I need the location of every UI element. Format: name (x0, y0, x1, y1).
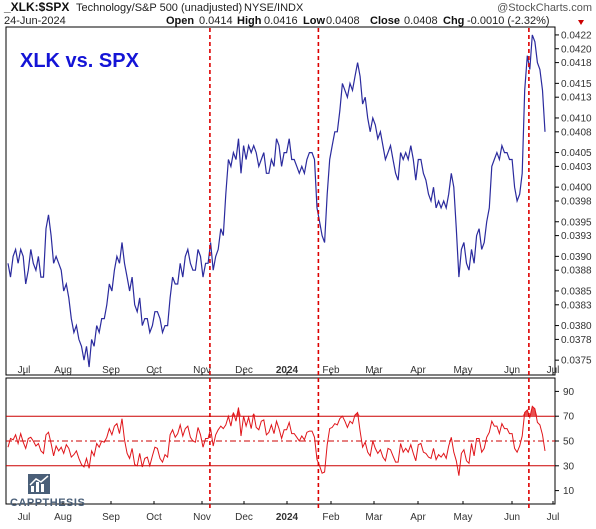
rsi-overbought-fill (230, 406, 538, 417)
price-x-tick-label: Nov (193, 365, 211, 376)
price-y-tick-label: 0.0378 (561, 335, 592, 346)
rsi-x-tick-label: 2024 (276, 512, 299, 523)
price-y-tick-label: 0.0418 (561, 58, 592, 69)
rsi-x-tick-label: Dec (235, 512, 253, 523)
close-value: 0.0408 (404, 15, 438, 27)
open-value: 0.0414 (199, 15, 233, 27)
price-y-tick-label: 0.0408 (561, 127, 592, 138)
price-x-tick-label: Feb (322, 365, 340, 376)
price-y-tick-label: 0.0395 (561, 217, 592, 228)
price-y-axis: 0.0375 0.0378 0.0380 0.0383 0.0385 0.0388 0.03… (555, 30, 592, 367)
price-y-tick-label: 0.0415 (561, 79, 592, 90)
rsi-x-tick-label: Sep (102, 512, 120, 523)
price-y-tick-label: 0.0385 (561, 286, 592, 297)
price-y-tick-label: 0.0383 (561, 300, 592, 311)
symbol-label: _XLK:$SPX (3, 0, 69, 14)
description-label: Technology/S&P 500 (unadjusted) (76, 2, 242, 14)
price-x-axis: Jul Aug Sep Oct Nov Dec 2024 Feb Mar Apr May Jun Jul (18, 365, 560, 376)
rsi-x-tick-label: May (454, 512, 473, 523)
price-x-tick-label: Sep (102, 365, 120, 376)
watermark: @StockCharts.com (497, 2, 592, 14)
rsi-x-axis: Jul Aug Sep Oct Nov Dec 2024 Feb Mar Apr May Jun Jul (18, 501, 560, 523)
rsi-x-tick-label: Apr (410, 512, 426, 523)
rsi-x-tick-label: Jun (504, 512, 520, 523)
price-x-tick-label: Apr (410, 365, 426, 376)
price-panel-frame (5, 26, 556, 376)
price-y-tick-label: 0.0410 (561, 113, 592, 124)
rsi-x-tick-label: Feb (322, 512, 340, 523)
vertical-marker-lines (209, 28, 530, 510)
rsi-series (7, 405, 546, 476)
rsi-x-tick-label: Jul (18, 512, 31, 523)
rsi-x-tick-label: Aug (54, 512, 72, 523)
price-y-tick-label: 0.0420 (561, 44, 592, 55)
price-y-tick-label: 0.0393 (561, 231, 592, 242)
rsi-x-tick-label: Jul (547, 512, 560, 523)
price-y-tick-label: 0.0380 (561, 321, 592, 332)
date-label: 24-Jun-2024 (4, 15, 66, 27)
price-x-tick-label: May (454, 365, 473, 376)
close-label: Close (370, 15, 400, 27)
rsi-line (7, 405, 546, 476)
price-y-tick-label: 0.0422 (561, 30, 592, 41)
price-x-tick-label: Mar (365, 365, 383, 376)
bar-chart-logo-icon (28, 474, 50, 494)
rsi-y-tick-label: 10 (563, 486, 575, 497)
chg-value: -0.0010 (-2.32%) (467, 15, 550, 27)
rsi-y-tick-label: 70 (563, 412, 575, 423)
price-x-tick-label: Jun (504, 365, 520, 376)
rsi-y-axis: 10 30 50 70 90 (555, 387, 575, 497)
price-series (7, 34, 546, 368)
rsi-y-tick-label: 50 (563, 437, 575, 448)
rsi-x-tick-label: Oct (146, 512, 162, 523)
rsi-y-tick-label: 90 (563, 387, 575, 398)
exchange-label: NYSE/INDX (244, 2, 304, 14)
low-value: 0.0408 (326, 15, 360, 27)
down-triangle-icon (578, 20, 584, 25)
price-x-tick-label: Oct (146, 365, 162, 376)
chg-label: Chg (443, 15, 464, 27)
rsi-x-tick-label: Nov (193, 512, 211, 523)
high-label: High (237, 15, 262, 27)
price-line (7, 34, 546, 368)
open-label: Open (166, 15, 194, 27)
rsi-reference-lines (6, 415, 555, 467)
price-y-tick-label: 0.0390 (561, 252, 592, 263)
price-x-tick-label: 2024 (276, 365, 299, 376)
price-y-tick-label: 0.0400 (561, 183, 592, 194)
high-value: 0.0416 (264, 15, 298, 27)
low-label: Low (303, 15, 325, 27)
price-y-tick-label: 0.0398 (561, 197, 592, 208)
price-y-tick-label: 0.0375 (561, 356, 592, 367)
price-y-tick-label: 0.0405 (561, 148, 592, 159)
rsi-y-tick-label: 30 (563, 461, 575, 472)
chart-annotation: XLK vs. SPX (20, 50, 140, 72)
price-y-tick-label: 0.0403 (561, 162, 592, 173)
logo-text: CAPPTHESIS (10, 497, 85, 509)
price-y-tick-label: 0.0413 (561, 93, 592, 104)
price-x-tick-label: Jul (547, 365, 560, 376)
price-x-tick-label: Jul (18, 365, 31, 376)
price-x-tick-label: Dec (235, 365, 253, 376)
rsi-x-tick-label: Mar (365, 512, 383, 523)
price-y-tick-label: 0.0388 (561, 266, 592, 277)
price-x-tick-label: Aug (54, 365, 72, 376)
